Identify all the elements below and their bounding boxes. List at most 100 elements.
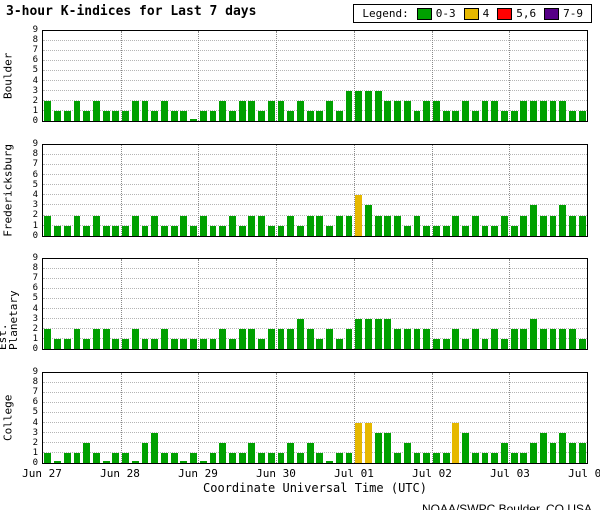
k-index-bar (141, 225, 149, 236)
legend-item-label: 5,6 (516, 7, 537, 20)
k-index-bar (364, 205, 372, 236)
vertical-gridline (509, 145, 511, 236)
y-tick-label: 8 (32, 149, 38, 160)
k-index-bar (403, 443, 411, 463)
k-index-bar (520, 215, 528, 236)
k-index-bar (219, 225, 227, 236)
horizontal-gridline (43, 422, 587, 424)
k-index-bar (432, 101, 440, 121)
k-index-bar (63, 225, 71, 236)
horizontal-gridline (43, 328, 587, 330)
k-index-bar (131, 101, 139, 121)
k-index-bar (63, 111, 71, 121)
k-index-bar (209, 225, 217, 236)
k-index-bar (170, 339, 178, 349)
y-tick-label: 0 (32, 343, 38, 354)
k-index-bar (491, 225, 499, 236)
k-index-bar (500, 111, 508, 121)
k-index-bar (335, 111, 343, 121)
horizontal-gridline (43, 318, 587, 319)
y-tick-label: 2 (32, 95, 38, 106)
y-tick-label: 3 (32, 313, 38, 324)
horizontal-gridline (43, 80, 587, 82)
k-index-bar (374, 215, 382, 236)
k-index-bar (112, 339, 120, 349)
k-index-bar (73, 329, 81, 349)
vertical-gridline (198, 373, 200, 463)
horizontal-gridline (43, 70, 587, 71)
vertical-gridline (353, 373, 355, 463)
k-index-bar (432, 453, 440, 463)
k-index-bar (219, 101, 227, 121)
k-index-bar (345, 215, 353, 236)
k-index-bar (316, 339, 324, 349)
horizontal-gridline (43, 184, 587, 186)
y-tick-label: 6 (32, 283, 38, 294)
k-index-bar (326, 461, 334, 463)
k-index-bar (384, 215, 392, 236)
k-index-bar (394, 101, 402, 121)
k-index-bar (238, 453, 246, 463)
k-index-bar (374, 433, 382, 463)
k-index-bar (228, 339, 236, 349)
k-index-bar (92, 329, 100, 349)
k-index-bar (316, 111, 324, 121)
k-index-bar (277, 101, 285, 121)
k-index-bar (180, 111, 188, 121)
panel-college: College 9 8 7 6 5 4 3 2 1 0 (0, 368, 588, 467)
k-index-bar (384, 319, 392, 349)
k-index-bar (238, 329, 246, 349)
k-index-bar (471, 453, 479, 463)
k-index-bar (306, 111, 314, 121)
vertical-gridline (431, 373, 433, 463)
k-index-bar (481, 101, 489, 121)
k-index-bar (364, 319, 372, 349)
k-index-bar (112, 453, 120, 463)
k-index-bar (219, 329, 227, 349)
y-tick-label: 4 (32, 189, 38, 200)
k-index-bar (160, 101, 168, 121)
vertical-gridline (509, 31, 511, 121)
k-index-bar (131, 215, 139, 236)
k-index-bar (345, 453, 353, 463)
k-index-bar (355, 91, 363, 121)
k-index-bar (131, 329, 139, 349)
k-index-bar (500, 443, 508, 463)
k-index-bar (462, 101, 470, 121)
k-index-bar (462, 339, 470, 349)
horizontal-gridline (43, 194, 587, 196)
credit-text: NOAA/SWPC Boulder, CO USA (421, 502, 592, 510)
k-index-bar (374, 91, 382, 121)
station-label-boulder: Boulder (1, 52, 15, 100)
k-index-bar (180, 339, 188, 349)
x-tick-label: Jul 04 (568, 467, 600, 480)
k-index-bar (326, 225, 334, 236)
y-tick-label: 8 (32, 263, 38, 274)
k-index-bar (335, 339, 343, 349)
k-index-bar (306, 329, 314, 349)
k-index-bar (112, 111, 120, 121)
y-tick-label: 3 (32, 427, 38, 438)
k-index-bar (122, 225, 130, 236)
plot-area-fredericksburg (42, 144, 588, 237)
k-index-bar (471, 111, 479, 121)
k-index-bar (63, 339, 71, 349)
plot-area-boulder (42, 30, 588, 122)
k-index-bar (141, 101, 149, 121)
legend-swatch-icon (497, 7, 513, 20)
x-tick-label: Jun 29 (178, 467, 218, 480)
k-index-bar (423, 225, 431, 236)
y-tick-label: 6 (32, 397, 38, 408)
k-index-bar (151, 215, 159, 236)
horizontal-gridline (43, 338, 587, 340)
k-index-bar (549, 215, 557, 236)
vertical-gridline (276, 259, 278, 349)
k-index-bar (306, 443, 314, 463)
k-index-bar (83, 339, 91, 349)
y-tick-label: 4 (32, 303, 38, 314)
horizontal-gridline (43, 392, 587, 393)
legend-item: 0-3 (416, 7, 456, 20)
k-index-bar (452, 423, 460, 463)
k-index-bar (326, 101, 334, 121)
x-tick-label: Jul 02 (412, 467, 452, 480)
